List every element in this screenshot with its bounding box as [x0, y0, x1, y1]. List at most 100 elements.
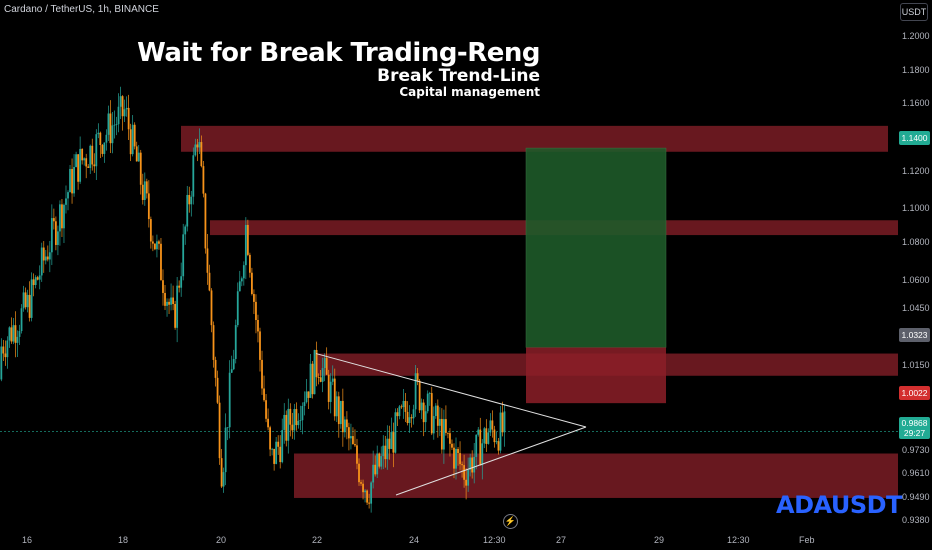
candle-body — [297, 420, 300, 426]
candle-body — [77, 154, 80, 182]
time-axis-label: 22 — [312, 535, 323, 545]
candle-body — [471, 457, 474, 473]
candle-body — [61, 204, 63, 229]
candle-body — [461, 464, 463, 466]
candle-body — [341, 400, 344, 433]
candle-body — [95, 134, 98, 167]
price-axis-label: 1.0450 — [902, 303, 930, 313]
candle-body — [188, 194, 191, 205]
lightning-icon[interactable]: ⚡ — [503, 514, 518, 529]
candle-body — [18, 331, 21, 337]
candle-body — [230, 369, 233, 373]
candle-body — [497, 441, 500, 451]
candle-body — [483, 428, 486, 444]
candle-body — [410, 417, 413, 419]
candle-body — [442, 419, 445, 450]
price-axis-label: 0.9730 — [902, 445, 930, 455]
candle-body — [184, 226, 187, 235]
candle-body — [459, 453, 461, 465]
candle-body — [329, 381, 332, 402]
candle-body — [354, 444, 356, 446]
loss-zone — [526, 347, 666, 404]
currency-button[interactable]: USDT — [900, 3, 928, 21]
candle-body — [222, 472, 225, 487]
candle-body — [52, 218, 55, 222]
candle-body — [145, 181, 148, 194]
candle-body — [170, 297, 172, 305]
candle-body — [73, 166, 75, 194]
candle-body — [350, 436, 352, 439]
candle-body — [380, 456, 383, 467]
candle-body — [234, 325, 237, 359]
candle-body — [97, 132, 100, 135]
lower-trend-line — [395, 426, 587, 496]
candle-body — [91, 145, 94, 165]
candle-body — [451, 443, 453, 448]
candle-body — [465, 479, 468, 486]
support-zone — [294, 453, 898, 498]
candle-body — [218, 402, 221, 459]
candle-body — [42, 247, 45, 261]
price-axis-label: 1.0800 — [902, 237, 930, 247]
stop-price-tag: 1.0022 — [899, 386, 930, 400]
candle-body — [386, 438, 389, 460]
candle-body — [281, 429, 284, 463]
candle-body — [360, 482, 362, 484]
candle-body — [107, 113, 110, 135]
candle-body — [275, 441, 278, 464]
candle-body — [65, 198, 67, 205]
candle-body — [238, 281, 241, 292]
candle-body — [279, 446, 282, 463]
candle-body — [16, 336, 19, 343]
last-price-tag: 0.9868 29:27 — [899, 417, 930, 439]
candle-body — [392, 432, 395, 453]
candle-body — [267, 418, 269, 428]
candle-body — [210, 290, 213, 326]
candle-body — [12, 325, 15, 342]
candle-body — [4, 353, 7, 358]
candle-body — [248, 254, 251, 273]
candle-body — [406, 411, 409, 424]
candle-body — [101, 145, 104, 154]
candle-body — [151, 241, 154, 244]
candle-body — [333, 378, 336, 417]
candle-body — [426, 393, 429, 412]
target-price-tag: 1.1400 — [899, 131, 930, 145]
candle-body — [206, 248, 209, 273]
candle-body — [277, 441, 280, 447]
candle-body — [89, 145, 92, 168]
candle-body — [372, 464, 375, 483]
candle-body — [487, 432, 490, 444]
candle-body — [436, 405, 439, 426]
candle-body — [226, 427, 229, 429]
candle-body — [30, 279, 33, 318]
candle-body — [370, 482, 373, 504]
candle-body — [85, 158, 88, 167]
candle-body — [362, 483, 364, 493]
candle-body — [244, 224, 247, 266]
candle-body — [400, 406, 403, 408]
candle-body — [105, 134, 108, 143]
candle-body — [263, 388, 265, 401]
candle-body — [477, 429, 480, 435]
candle-body — [289, 408, 292, 425]
candle-body — [479, 429, 482, 466]
candle-body — [325, 357, 328, 375]
candle-body — [121, 96, 124, 117]
candle-body — [22, 292, 25, 309]
candle-body — [168, 301, 170, 305]
candle-body — [473, 456, 476, 473]
candle-body — [103, 142, 106, 154]
candle-body — [376, 453, 379, 475]
candle-body — [50, 218, 53, 253]
candle-body — [46, 256, 49, 260]
candle-body — [214, 359, 217, 378]
candle-body — [364, 490, 366, 493]
price-axis-label: 1.0600 — [902, 275, 930, 285]
candle-body — [176, 285, 179, 328]
candle-body — [75, 154, 77, 167]
symbol-info[interactable]: Cardano / TetherUS, 1h, BINANCE — [4, 4, 159, 15]
candle-body — [388, 438, 391, 449]
